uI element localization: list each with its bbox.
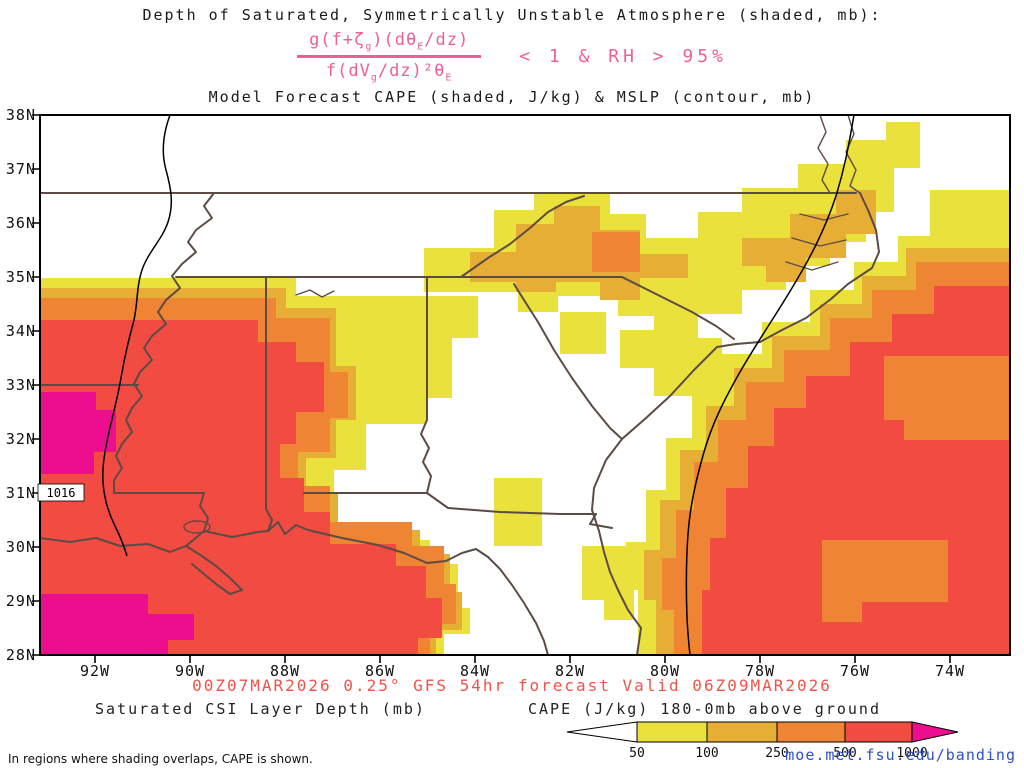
mslp-label-1016: 1016 — [37, 483, 85, 502]
border-ga-fl — [426, 492, 613, 529]
lat-axis-labels: 38N 37N 36N 35N 34N 33N 32N 31N 30N 29N … — [6, 106, 36, 664]
lon-label: 78W — [745, 662, 775, 680]
colorbar-segment-red — [844, 721, 913, 743]
border-ms-al — [265, 276, 273, 532]
lon-label: 74W — [935, 662, 965, 680]
page-title: Depth of Saturated, Symmetrically Unstab… — [142, 6, 882, 24]
overlap-note: In regions where shading overlaps, CAPE … — [8, 752, 313, 766]
lat-label: 37N — [6, 160, 36, 178]
denominator-sub-g: g — [370, 72, 378, 84]
mslp-label-text: 1016 — [47, 486, 76, 500]
shade-red-west — [41, 320, 442, 654]
lat-label: 30N — [6, 538, 36, 556]
colorbar-segment-gold — [706, 721, 778, 743]
colorbar-segment-yellow — [636, 721, 708, 743]
cape-caption: CAPE (J/kg) 180-0mb above ground — [528, 700, 881, 718]
numerator-sub-e: E — [417, 41, 425, 53]
mslp-contour-east — [685, 116, 855, 654]
albemarle-sound — [799, 213, 849, 221]
lon-tick-marks — [94, 655, 951, 663]
lat-tick-marks — [32, 114, 40, 656]
csi-caption: Saturated CSI Layer Depth (mb) — [95, 700, 426, 718]
shade-orange-nga-cell — [592, 232, 640, 272]
shade-magenta-west-2 — [41, 594, 194, 654]
lake-pontchartrain — [183, 520, 211, 534]
virginia-coast-2 — [845, 116, 861, 194]
formula-denominator: f(dVg/dz)²θE — [314, 58, 464, 83]
lon-label: 80W — [650, 662, 680, 680]
numerator-text-3: /dz) — [424, 30, 470, 50]
shade-yellow-sc-2 — [620, 330, 662, 368]
colorbar-tick-500: 500 — [833, 746, 856, 761]
subtitle: Model Forecast CAPE (shaded, J/kg) & MSL… — [208, 88, 816, 106]
lat-label: 28N — [6, 646, 36, 664]
gulf-coastline-florida — [267, 521, 549, 654]
lon-label: 90W — [175, 662, 205, 680]
denominator-sub-e: E — [445, 72, 453, 84]
lat-label: 36N — [6, 214, 36, 232]
lon-label: 82W — [555, 662, 585, 680]
lon-label: 76W — [840, 662, 870, 680]
csi-formula: g(f+ζg)(dθE/dz) f(dVg/dz)²θE < 1 & RH > … — [0, 30, 1024, 84]
colorbar-cap-left — [566, 721, 638, 743]
lat-label: 32N — [6, 430, 36, 448]
lon-label: 88W — [270, 662, 300, 680]
lat-label: 35N — [6, 268, 36, 286]
colorbar-segment-orange — [776, 721, 846, 743]
mississippi-delta — [185, 545, 243, 595]
shade-gold-carolinas — [742, 190, 876, 282]
colorbar-tick-50: 50 — [629, 746, 645, 761]
colorbar-tick-100: 100 — [695, 746, 718, 761]
colorbar-tick-250: 250 — [765, 746, 788, 761]
border-tn-nc-mountains — [460, 195, 585, 278]
shade-orange-core-east-2 — [822, 540, 948, 622]
lat-label: 31N — [6, 484, 36, 502]
border-ga-sc-savannah — [513, 283, 623, 440]
mslp-label-box — [37, 483, 85, 502]
lon-axis-labels: 92W 90W 88W 86W 84W 82W 80W 78W 76W 74W — [80, 662, 965, 680]
shade-magenta-west-1 — [41, 392, 116, 474]
lat-label: 38N — [6, 106, 36, 124]
lon-label: 84W — [460, 662, 490, 680]
shade-yellow-connector — [654, 338, 722, 396]
mississippi-river — [113, 192, 215, 494]
pamlico-sound — [791, 237, 847, 247]
formula-numerator: g(f+ζg)(dθE/dz) — [297, 30, 482, 59]
pearl-river — [199, 492, 209, 532]
colorbar: 50 100 250 500 1000 — [566, 721, 959, 761]
neuse-estuary — [785, 261, 839, 271]
atlantic-coastline — [591, 192, 880, 654]
numerator-sub-g: g — [365, 41, 373, 53]
shade-yellow-sc-1 — [560, 312, 606, 354]
border-al-ga — [420, 276, 432, 494]
denominator-text: f(dV — [325, 61, 371, 82]
mslp-contour-west — [102, 116, 173, 557]
mslp-contours — [102, 116, 855, 654]
virginia-coast-1 — [817, 116, 831, 194]
formula-condition: < 1 & RH > 95% — [519, 46, 727, 68]
colorbar-tick-1000: 1000 — [896, 746, 927, 761]
border-nc-sc — [621, 276, 735, 340]
lon-label: 92W — [80, 662, 110, 680]
site-link[interactable]: moe.met.fsu.edu/banding — [785, 746, 1016, 764]
numerator-text-2: )(dθ — [372, 30, 418, 50]
forecast-valid-line: 00Z07MAR2026 0.25° GFS 54hr forecast Val… — [192, 676, 832, 695]
formula-fraction: g(f+ζg)(dθE/dz) f(dVg/dz)²θE — [297, 30, 482, 84]
lat-label: 34N — [6, 322, 36, 340]
state-borders — [41, 116, 880, 654]
numerator-text: g(f+ζ — [309, 30, 366, 50]
lon-label: 86W — [365, 662, 395, 680]
lat-label: 33N — [6, 376, 36, 394]
lat-label: 29N — [6, 592, 36, 610]
shade-yellow-north-florida — [582, 546, 634, 620]
colorbar-cap-right — [911, 721, 959, 743]
shaded-field — [41, 122, 1009, 654]
denominator-text-2: /dz)²θ — [377, 61, 446, 82]
tennessee-river — [295, 289, 335, 298]
gulf-coastline-west — [41, 530, 269, 553]
shade-orange-core-east-1 — [884, 356, 1009, 440]
